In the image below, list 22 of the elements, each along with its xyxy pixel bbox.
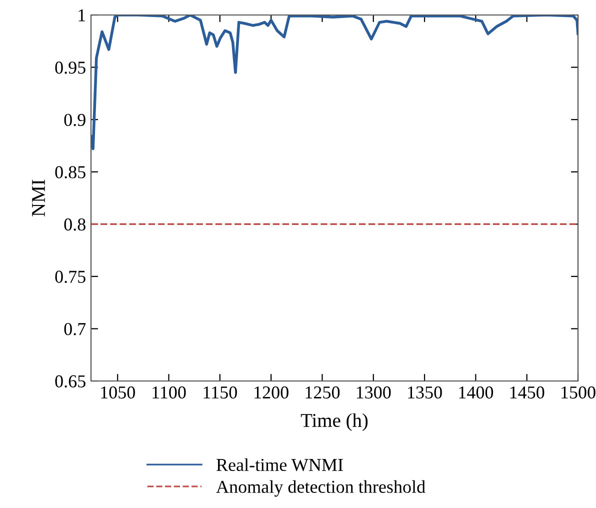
legend-label: Real-time WNMI	[216, 458, 343, 472]
x-tick-label: 1300	[356, 386, 391, 399]
y-tick-label: 0.9	[64, 114, 86, 126]
y-tick-label: 0.85	[55, 166, 86, 178]
y-tick-label: 0.7	[64, 322, 86, 336]
y-tick-label: 0.65	[55, 375, 86, 388]
x-tick-label: 1100	[152, 386, 186, 399]
y-tick-label: 0.75	[55, 270, 86, 283]
x-axis-title: Time (h)	[300, 413, 368, 431]
x-tick-label: 1450	[510, 386, 544, 399]
x-tick-label: 1050	[101, 386, 135, 399]
x-tick-label: 1150	[204, 386, 237, 399]
y-tick-label: 0.8	[64, 218, 86, 231]
x-tick-label: 1200	[254, 386, 288, 399]
x-tick-label: 1250	[306, 386, 340, 399]
y-axis-title: NMI	[32, 180, 45, 216]
x-tick-label: 1400	[459, 386, 494, 399]
x-tick-label: 1350	[408, 386, 442, 399]
y-tick-label: 0.95	[55, 62, 86, 74]
y-tick-label: 1	[78, 9, 86, 22]
x-tick-label: 1500	[562, 386, 596, 399]
legend-label: Anomaly detection threshold	[216, 480, 426, 497]
